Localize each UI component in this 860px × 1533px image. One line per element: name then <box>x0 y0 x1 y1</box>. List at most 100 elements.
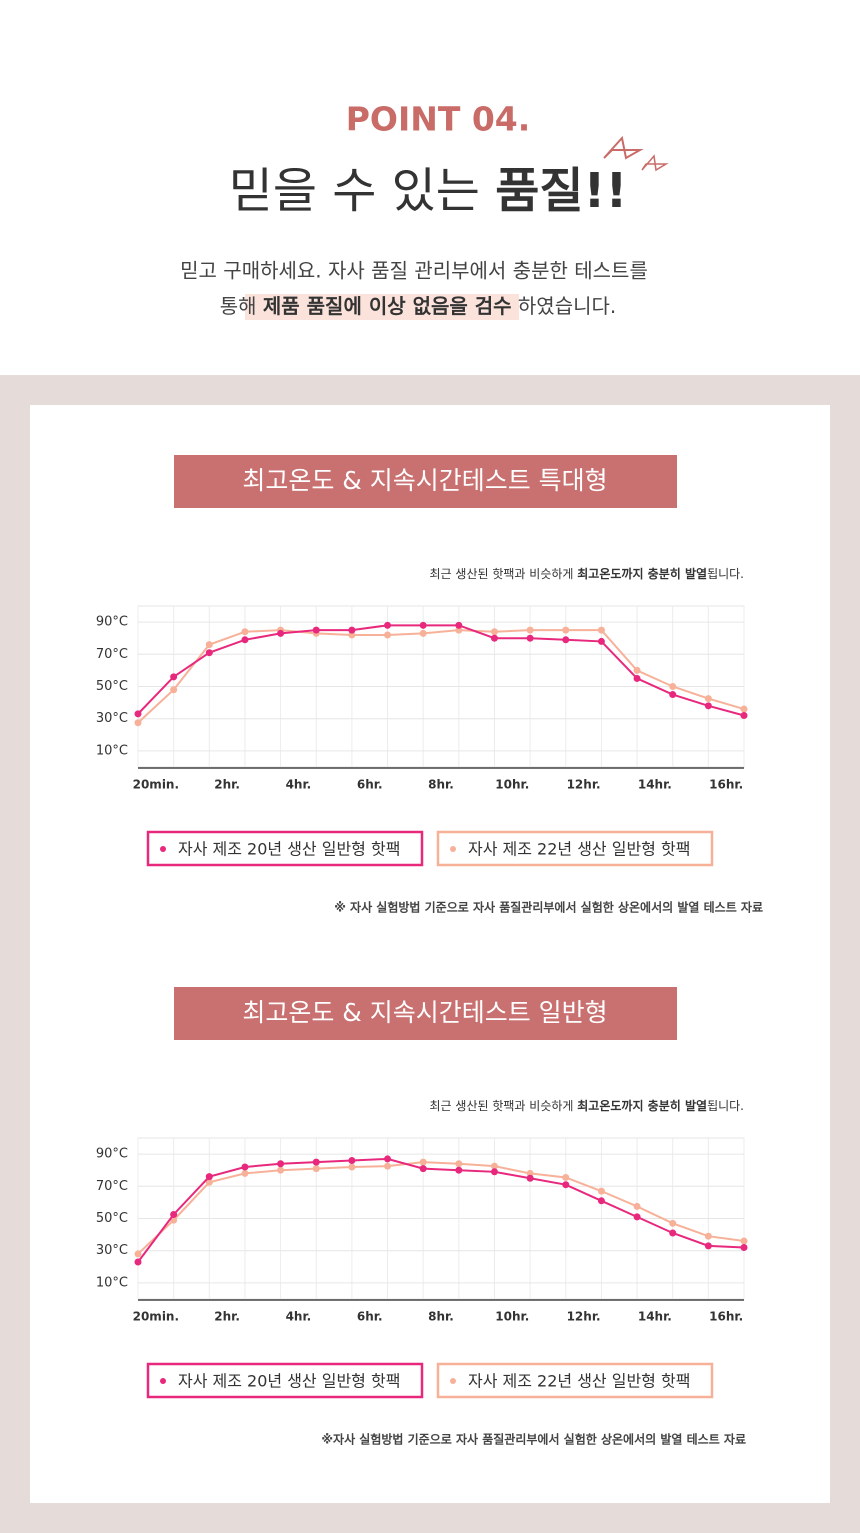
y-tick-label: 50°C <box>96 1211 128 1226</box>
y-tick-label: 10°C <box>96 1275 128 1290</box>
data-point <box>562 626 570 634</box>
legend-dot <box>450 1378 456 1384</box>
data-point <box>277 1166 285 1174</box>
legend-dot <box>450 846 456 852</box>
data-point <box>205 641 213 649</box>
chart-title: 최고온도 & 지속시간테스트 특대형 <box>242 466 607 495</box>
subtitle-part: 최근 생산된 핫팩과 비슷하게 <box>430 1099 578 1113</box>
data-point <box>669 683 677 690</box>
x-tick-label: 16hr. <box>709 778 743 792</box>
data-point <box>562 636 570 644</box>
description-text: 하였습니다. <box>512 294 617 318</box>
data-point <box>312 626 320 634</box>
y-tick-label: 70°C <box>96 1179 128 1194</box>
series-line <box>137 624 745 717</box>
legend-box <box>436 1362 714 1399</box>
data-point <box>170 686 178 694</box>
y-tick-label: 30°C <box>96 1243 128 1258</box>
data-point <box>633 674 641 682</box>
x-tick-label: 2hr. <box>214 1310 240 1324</box>
y-tick-label: 50°C <box>96 679 128 694</box>
legend-dot <box>160 846 166 852</box>
x-tick-label: 2hr. <box>214 778 240 792</box>
x-tick-label: 4hr. <box>286 778 312 792</box>
data-point <box>205 1178 213 1186</box>
data-point <box>490 628 498 636</box>
data-point <box>562 1181 570 1189</box>
point-label: POINT 04. <box>346 100 531 139</box>
data-point <box>455 1166 463 1174</box>
title-banner <box>174 455 677 508</box>
highlight <box>245 294 519 320</box>
subtitle-part: 최근 생산된 핫팩과 비슷하게 <box>430 567 578 581</box>
data-point <box>348 626 356 634</box>
data-point <box>384 1162 392 1170</box>
data-point <box>597 626 605 634</box>
y-tick-label: 70°C <box>96 647 128 662</box>
y-tick-label: 30°C <box>96 711 128 726</box>
data-point <box>455 626 463 634</box>
data-point <box>526 626 534 634</box>
footnote: ※자사 실험방법 기준으로 자사 품질관리부에서 실험한 상온에서의 발열 테스… <box>321 1432 746 1447</box>
data-point <box>241 1163 249 1171</box>
data-point <box>704 695 712 703</box>
subtitle-part: 됩니다. <box>707 1099 744 1113</box>
y-tick-label: 10°C <box>96 743 128 758</box>
x-tick-label: 10hr. <box>495 778 529 792</box>
data-point <box>134 1250 142 1258</box>
data-point <box>205 649 213 657</box>
data-point <box>134 719 142 727</box>
subtitle-part: 최고온도까지 충분히 발열 <box>577 566 707 581</box>
data-point <box>384 621 392 629</box>
y-tick-label: 90°C <box>96 1147 128 1162</box>
subtitle-part: 최고온도까지 충분히 발열 <box>577 1098 707 1113</box>
data-point <box>526 1174 534 1182</box>
data-point <box>490 1162 498 1170</box>
data-point <box>455 621 463 629</box>
data-point <box>669 691 677 699</box>
star-deco <box>641 154 669 172</box>
description-highlight: 제품 품질에 이상 없음을 검수 <box>263 294 512 318</box>
x-tick-label: 16hr. <box>709 1310 743 1324</box>
data-point <box>348 1157 356 1165</box>
data-point <box>455 1160 463 1168</box>
description-line: 통해 제품 품질에 이상 없음을 검수 하였습니다. <box>220 294 617 318</box>
data-point <box>490 634 498 642</box>
data-point <box>348 1163 356 1171</box>
data-point <box>597 1197 605 1205</box>
headline-normal: 믿을 수 있는 <box>229 163 496 219</box>
data-point <box>633 666 641 674</box>
data-point <box>419 1165 427 1173</box>
data-point <box>134 1258 142 1266</box>
star-deco <box>603 135 644 160</box>
chart-subtitle: 최근 생산된 핫팩과 비슷하게 최고온도까지 충분히 발열됩니다. <box>430 566 744 581</box>
data-point <box>526 634 534 642</box>
data-point <box>740 1243 748 1251</box>
data-point <box>384 1155 392 1163</box>
chart-subtitle: 최근 생산된 핫팩과 비슷하게 최고온도까지 충분히 발열됩니다. <box>430 1098 744 1113</box>
legend-box <box>146 1362 424 1399</box>
data-point <box>669 1229 677 1237</box>
x-tick-label: 14hr. <box>638 1310 672 1324</box>
legend-dot <box>160 1378 166 1384</box>
data-point <box>562 1173 570 1181</box>
data-point <box>633 1202 641 1210</box>
footnote: ※ 자사 실험방법 기준으로 자사 품질관리부에서 실험한 상온에서의 발열 테… <box>334 900 763 915</box>
x-tick-label: 20min. <box>133 778 179 792</box>
y-tick-label: 90°C <box>96 615 128 630</box>
data-point <box>277 1160 285 1168</box>
x-tick-label: 4hr. <box>286 1310 312 1324</box>
x-tick-label: 10hr. <box>495 1310 529 1324</box>
legend-label: 자사 제조 20년 생산 일반형 핫팩 <box>178 840 400 859</box>
data-point <box>205 1173 213 1181</box>
series-line <box>137 1161 745 1255</box>
data-point <box>241 1169 249 1177</box>
x-tick-label: 6hr. <box>357 1310 383 1324</box>
data-point <box>704 1232 712 1240</box>
data-point <box>740 1237 748 1245</box>
chart-title: 최고온도 & 지속시간테스트 일반형 <box>242 998 607 1027</box>
series-line <box>137 1157 745 1263</box>
description-line: 믿고 구매하세요. 자사 품질 관리부에서 충분한 테스트를 <box>180 259 648 283</box>
data-point <box>419 621 427 629</box>
